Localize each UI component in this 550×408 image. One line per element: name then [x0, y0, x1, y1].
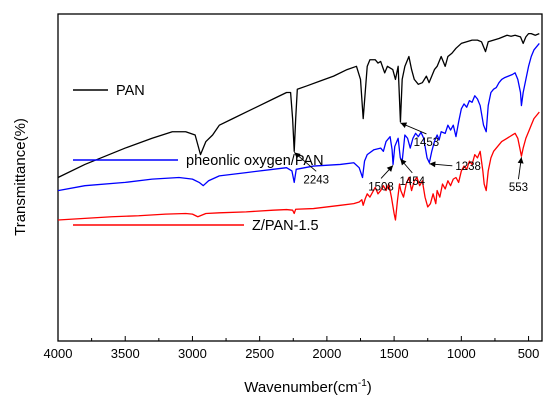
x-axis-title-main: Wavenumber(cm: [244, 379, 358, 396]
annotation-label-1238: 1238: [455, 161, 481, 173]
y-axis-title: Transmittance(%): [12, 118, 29, 236]
series-line-pheonlic-oxygen-pan: [57, 43, 540, 192]
annotation-arrow-head: [517, 157, 524, 164]
x-tick-label-1500: 1500: [380, 346, 409, 361]
series-line-pan: [57, 32, 540, 179]
x-axis-title: Wavenumber(cm-1): [244, 378, 372, 396]
annotation-label-2243: 2243: [303, 174, 329, 186]
annotation-arrow-head: [400, 158, 407, 166]
legend-group: PAN pheonlic oxygen/PAN Z/PAN-1.5: [73, 83, 324, 234]
annotation-group: 2243 1453 1508 1454 1238 553: [293, 122, 528, 194]
series-line-z-pan-1-5: [57, 111, 540, 221]
x-tick-label-500: 500: [518, 346, 540, 361]
x-tick-label-3000: 3000: [178, 346, 207, 361]
series-group: [57, 32, 540, 221]
annotation-arrow-head: [400, 122, 408, 129]
x-tick-label-2500: 2500: [245, 346, 274, 361]
legend-label-pheonlic-oxygen-pan: pheonlic oxygen/PAN: [186, 153, 324, 169]
x-axis-title-close: ): [367, 379, 372, 396]
annotation-arrow-head: [294, 152, 301, 159]
x-tick-label-3500: 3500: [111, 346, 140, 361]
annotation-arrow-head: [429, 161, 436, 168]
legend-label-z-pan-1-5: Z/PAN-1.5: [252, 218, 319, 234]
x-tick-label-4000: 4000: [44, 346, 73, 361]
x-axis-ticks: 4000 3500 3000 2500 2000 1500 1000 500: [44, 336, 540, 361]
plot-frame: [57, 13, 543, 342]
x-axis-title-superscript: -1: [358, 378, 367, 389]
x-tick-label-2000: 2000: [312, 346, 341, 361]
x-tick-label-1000: 1000: [447, 346, 476, 361]
annotation-label-553: 553: [509, 182, 528, 194]
legend-label-pan: PAN: [116, 83, 145, 99]
annotation-label-1453: 1453: [414, 137, 440, 149]
annotation-label-1508: 1508: [368, 181, 394, 193]
annotation-arrow-head: [386, 165, 394, 172]
annotation-label-1454: 1454: [399, 176, 425, 188]
